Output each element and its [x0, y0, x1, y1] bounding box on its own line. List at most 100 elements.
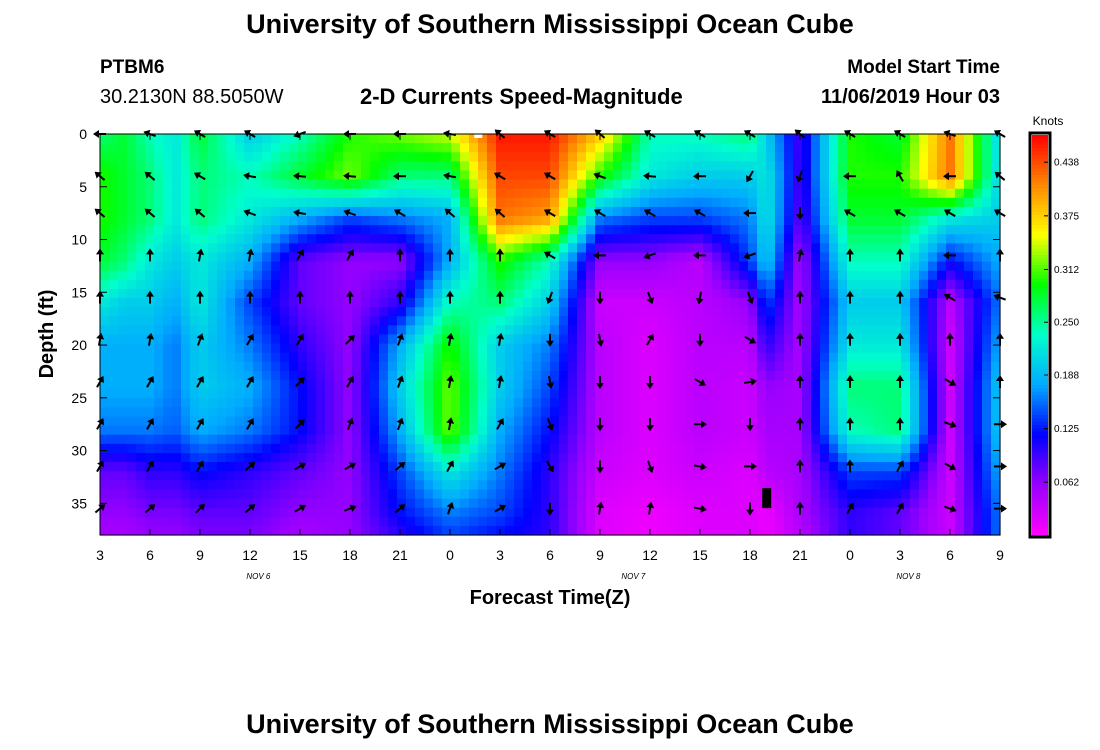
heatmap-cell	[577, 507, 587, 518]
heatmap-cell	[190, 462, 200, 472]
heatmap-cell	[280, 352, 290, 363]
heatmap-cell	[649, 161, 659, 172]
heatmap-cell	[217, 270, 227, 281]
heatmap-cell	[235, 471, 245, 481]
heatmap-cell	[937, 443, 947, 454]
heatmap-cell	[235, 225, 245, 235]
heatmap-cell	[136, 307, 146, 317]
heatmap-cell	[154, 489, 164, 500]
current-vector	[643, 251, 656, 260]
current-vector	[846, 502, 854, 515]
heatmap-cell	[667, 298, 677, 308]
heatmap-cell	[199, 161, 209, 172]
heatmap-cell	[784, 416, 794, 427]
heatmap-cell	[892, 288, 902, 299]
heatmap-cell	[541, 361, 551, 372]
heatmap-cell	[307, 307, 317, 317]
heatmap-cell	[622, 143, 632, 153]
heatmap-cell	[181, 498, 191, 509]
heatmap-cell	[793, 516, 803, 527]
heatmap-cell	[361, 243, 371, 254]
heatmap-cell	[964, 507, 974, 518]
heatmap-cell	[784, 234, 794, 244]
heatmap-cell	[100, 288, 110, 299]
heatmap-cell	[973, 434, 983, 445]
heatmap-cell	[181, 252, 191, 263]
heatmap-cell	[784, 507, 794, 518]
heatmap-cell	[838, 288, 848, 299]
heatmap-cell	[694, 316, 704, 326]
heatmap-cell	[523, 525, 533, 536]
heatmap-cell	[766, 325, 776, 336]
heatmap-cell	[352, 143, 362, 153]
heatmap-cell	[307, 498, 317, 509]
current-vector	[744, 462, 757, 471]
heatmap-cell	[487, 352, 497, 363]
heatmap-cell	[631, 334, 641, 345]
colorbar-segment	[1032, 195, 1048, 199]
heatmap-cell	[199, 298, 209, 308]
heatmap-cell	[865, 307, 875, 317]
heatmap-cell	[127, 443, 137, 454]
heatmap-cell	[379, 298, 389, 308]
heatmap-cell	[424, 380, 434, 390]
heatmap-cell	[910, 398, 920, 409]
heatmap-cell	[370, 507, 380, 518]
heatmap-cell	[235, 152, 245, 162]
heatmap-cell	[685, 316, 695, 326]
heatmap-cell	[325, 370, 335, 381]
heatmap-cell	[865, 243, 875, 254]
heatmap-cell	[541, 471, 551, 481]
heatmap-cell	[775, 352, 785, 363]
heatmap-cell	[802, 380, 812, 390]
heatmap-cell	[334, 161, 344, 172]
colorbar-segment	[1032, 355, 1048, 359]
heatmap-cell	[361, 288, 371, 299]
heatmap-cell	[451, 188, 461, 199]
heatmap-cell	[811, 462, 821, 472]
heatmap-cell	[289, 380, 299, 390]
colorbar-segment	[1032, 335, 1048, 339]
heatmap-cell	[802, 161, 812, 172]
heatmap-cell	[748, 261, 758, 272]
heatmap-cell	[541, 489, 551, 500]
heatmap-cell	[487, 471, 497, 481]
heatmap-cell	[937, 343, 947, 354]
heatmap-cell	[595, 407, 605, 418]
heatmap-cell	[352, 480, 362, 491]
heatmap-cell	[667, 143, 677, 153]
heatmap-cell	[226, 161, 236, 172]
current-vector	[346, 249, 354, 262]
heatmap-cell	[388, 343, 398, 354]
heatmap-cell	[523, 288, 533, 299]
heatmap-cell	[568, 334, 578, 345]
heatmap-cell	[586, 498, 596, 509]
heatmap-cell	[307, 489, 317, 500]
heatmap-cell	[451, 389, 461, 399]
heatmap-cell	[136, 361, 146, 372]
colorbar-segment	[1032, 528, 1048, 533]
heatmap-cell	[379, 389, 389, 399]
heatmap-cell	[766, 471, 776, 481]
heatmap-cell	[721, 443, 731, 454]
heatmap-cell	[496, 197, 506, 208]
heatmap-cell	[901, 197, 911, 208]
heatmap-cell	[253, 489, 263, 500]
heatmap-cell	[658, 225, 668, 235]
y-tick-label: 35	[71, 495, 87, 511]
heatmap-cell	[325, 480, 335, 491]
heatmap-cell	[523, 206, 533, 217]
heatmap-cell	[523, 334, 533, 345]
heatmap-cell	[865, 471, 875, 481]
heatmap-cell	[478, 334, 488, 345]
heatmap-cell	[397, 270, 407, 281]
heatmap-cell	[703, 516, 713, 527]
heatmap-cell	[604, 279, 614, 290]
heatmap-cell	[820, 234, 830, 244]
heatmap-cell	[658, 188, 668, 199]
heatmap-cell	[883, 489, 893, 500]
heatmap-cell	[865, 334, 875, 345]
heatmap-cell	[406, 443, 416, 454]
heatmap-cell	[163, 261, 173, 272]
heatmap-cell	[487, 206, 497, 217]
